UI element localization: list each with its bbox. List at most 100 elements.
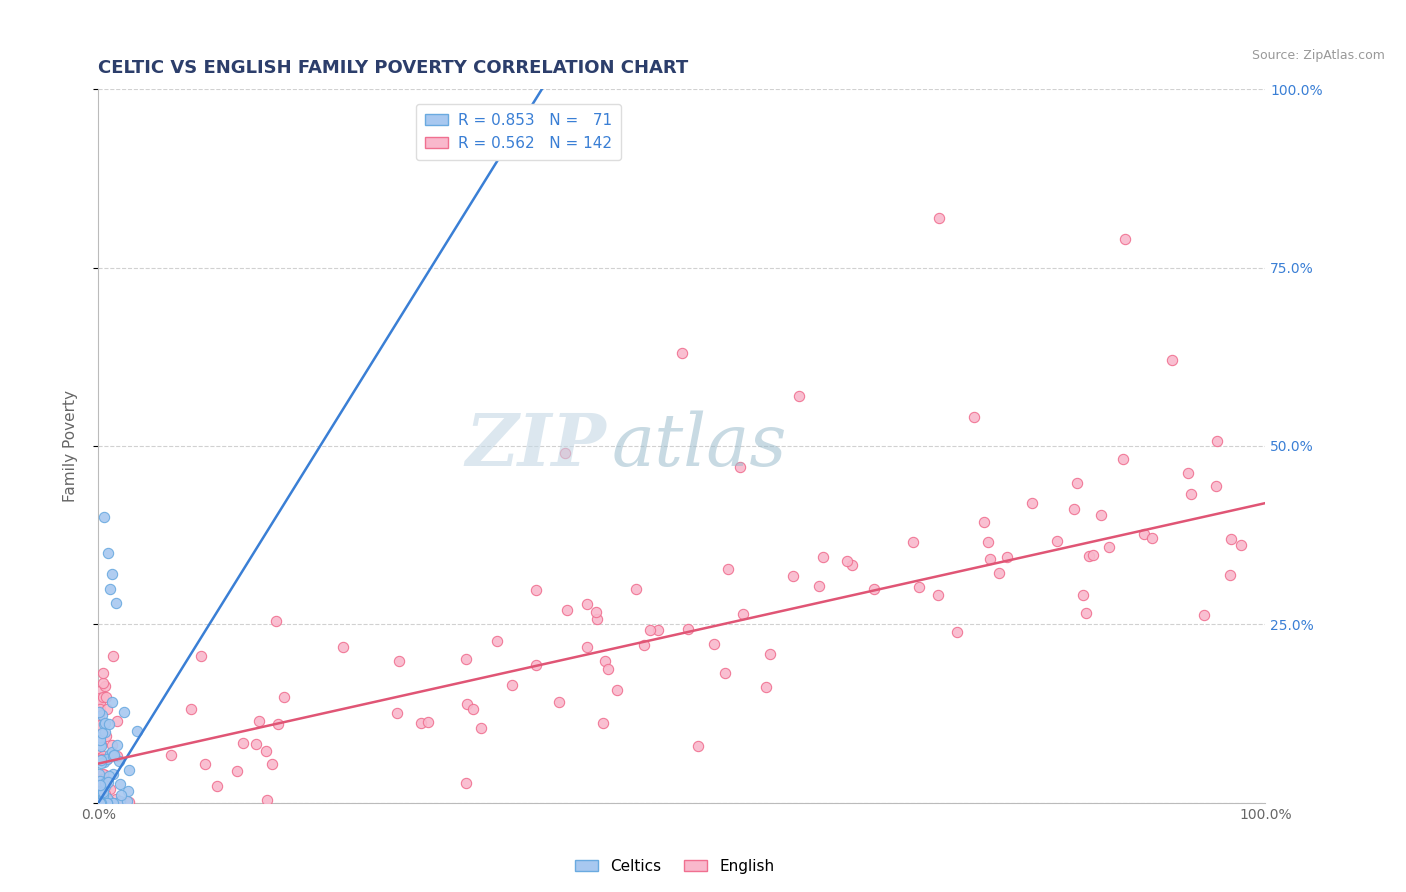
Point <box>456 652 478 666</box>
Point <box>247 714 270 728</box>
Point <box>267 717 290 731</box>
Point <box>807 579 830 593</box>
Point <box>89 774 111 789</box>
Point <box>385 706 408 720</box>
Point <box>98 781 121 796</box>
Point <box>100 796 122 810</box>
Point <box>96 796 118 810</box>
Point <box>1205 479 1227 493</box>
Point <box>90 774 112 789</box>
Point <box>96 779 118 793</box>
Point <box>1219 532 1241 546</box>
Point <box>633 638 655 652</box>
Point <box>108 777 131 791</box>
Point <box>1180 486 1202 500</box>
Point <box>90 796 112 810</box>
Point <box>90 737 112 751</box>
Point <box>101 796 124 810</box>
Point <box>87 796 110 810</box>
Point <box>256 793 278 807</box>
Point <box>456 697 478 711</box>
Point <box>105 748 128 763</box>
Point <box>160 747 183 762</box>
Point <box>91 690 114 705</box>
Point <box>89 730 111 744</box>
Point <box>264 614 287 628</box>
Point <box>89 796 111 810</box>
Point <box>94 779 117 793</box>
Point <box>112 705 135 719</box>
Point <box>226 764 249 778</box>
Point <box>759 647 782 661</box>
Point <box>1192 608 1215 623</box>
Y-axis label: Family Poverty: Family Poverty <box>63 390 77 502</box>
Point <box>96 796 118 810</box>
Point <box>624 582 647 596</box>
Point <box>93 796 115 810</box>
Point <box>87 796 110 810</box>
Point <box>91 766 114 780</box>
Point <box>93 796 115 810</box>
Point <box>118 795 141 809</box>
Point <box>714 666 737 681</box>
Legend: R = 0.853   N =   71, R = 0.562   N = 142: R = 0.853 N = 71, R = 0.562 N = 142 <box>416 104 621 160</box>
Point <box>903 535 925 549</box>
Point <box>254 744 277 758</box>
Point <box>93 787 115 801</box>
Point <box>575 640 598 654</box>
Point <box>973 516 995 530</box>
Point <box>93 768 115 782</box>
Point <box>101 767 124 781</box>
Point <box>89 782 111 797</box>
Point <box>592 716 614 731</box>
Point <box>927 588 949 602</box>
Point <box>100 747 122 762</box>
Point <box>87 767 110 781</box>
Point <box>96 790 118 805</box>
Point <box>87 705 110 719</box>
Point <box>96 702 118 716</box>
Point <box>1021 496 1043 510</box>
Point <box>638 623 661 637</box>
Point <box>93 676 115 690</box>
Point <box>91 788 114 802</box>
Point <box>1066 476 1088 491</box>
Point <box>117 784 139 798</box>
Point <box>101 649 124 664</box>
Point <box>93 779 115 793</box>
Point <box>103 796 125 810</box>
Point <box>89 702 111 716</box>
Point <box>101 745 124 759</box>
Point <box>91 796 114 810</box>
Point <box>97 769 120 783</box>
Point <box>232 736 254 750</box>
Point <box>486 634 509 648</box>
Point <box>593 654 616 668</box>
Point <box>89 796 111 810</box>
Point <box>90 796 112 810</box>
Point <box>547 695 569 709</box>
Point <box>105 791 128 805</box>
Point <box>93 717 115 731</box>
Point <box>90 756 112 771</box>
Point <box>89 796 111 810</box>
Point <box>946 625 969 640</box>
Point <box>733 607 755 622</box>
Point <box>678 622 700 636</box>
Point <box>1230 538 1253 552</box>
Point <box>94 796 117 810</box>
Point <box>1114 232 1136 246</box>
Point <box>101 749 124 764</box>
Point <box>108 794 131 808</box>
Point <box>103 748 125 763</box>
Point <box>89 783 111 797</box>
Point <box>89 796 111 810</box>
Point <box>96 751 118 765</box>
Point <box>782 569 804 583</box>
Point <box>416 714 439 729</box>
Legend: Celtics, English: Celtics, English <box>569 853 780 880</box>
Point <box>89 683 111 698</box>
Point <box>524 658 547 673</box>
Point <box>555 602 578 616</box>
Point <box>1090 508 1112 522</box>
